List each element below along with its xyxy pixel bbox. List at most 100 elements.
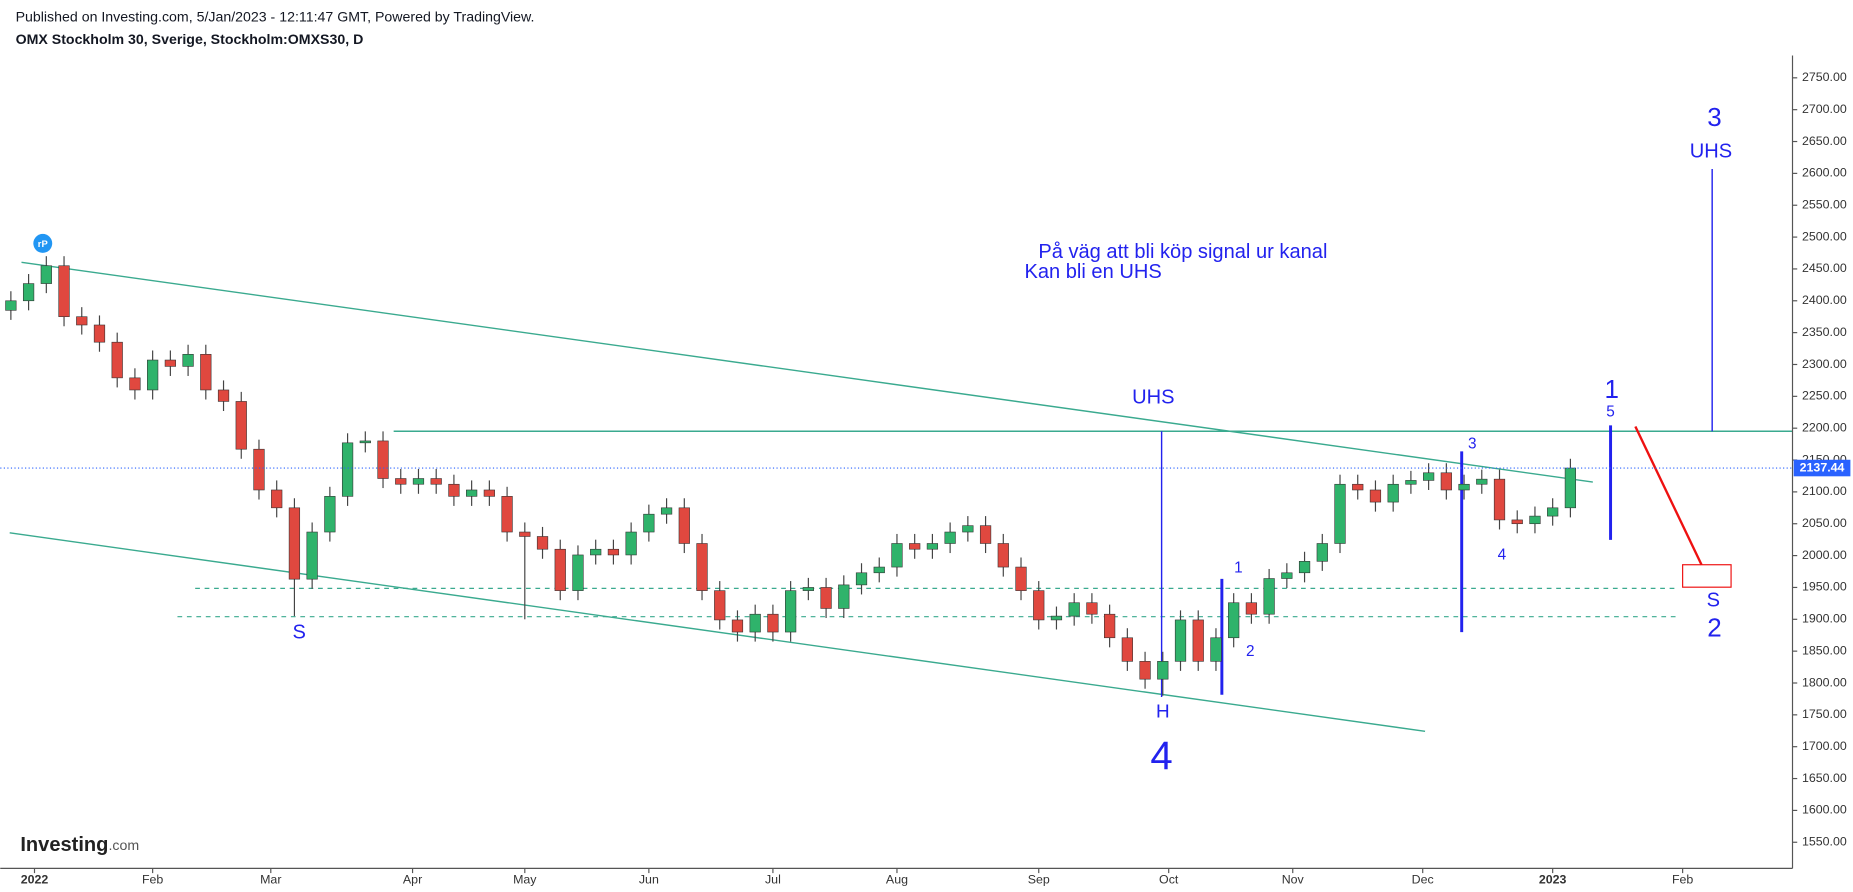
y-tick-label: 2050.00: [1802, 516, 1847, 530]
y-tick-label: 1800.00: [1802, 675, 1847, 689]
x-tick-label: Feb: [1672, 872, 1693, 886]
candle-body: [749, 613, 761, 633]
candle-body: [909, 543, 921, 550]
candle-body: [1405, 480, 1417, 485]
x-tick-label: Oct: [1159, 872, 1179, 886]
candle-body: [1352, 483, 1364, 491]
x-tick-label: Sep: [1028, 872, 1050, 886]
x-tick-label: May: [513, 872, 537, 886]
icon: [33, 233, 53, 253]
candle-body: [1157, 661, 1169, 680]
annotation: S: [1707, 590, 1720, 612]
candle-body: [1458, 483, 1470, 491]
target-box: [1682, 564, 1732, 588]
icon-label: rP: [38, 239, 48, 250]
candle-body: [536, 536, 549, 550]
y-tick-label: 1600.00: [1802, 803, 1847, 817]
candle-body: [93, 324, 106, 343]
candle-body: [519, 531, 531, 537]
y-tick-label: 1850.00: [1802, 643, 1847, 657]
candle-body: [607, 548, 620, 556]
annotation: 4: [1498, 546, 1507, 563]
y-tick-label: 2750.00: [1802, 70, 1847, 84]
annotation: 2: [1246, 643, 1255, 660]
drawings: [9, 168, 1793, 733]
candle-body: [359, 440, 371, 444]
candle-body: [1564, 467, 1577, 509]
channel-lower: [9, 532, 1426, 733]
candle-body: [625, 531, 637, 556]
candle-body: [40, 265, 52, 284]
candle-body: [1121, 637, 1133, 662]
candle-body: [22, 283, 35, 302]
y-tick-label: 2250.00: [1802, 389, 1847, 403]
y-tick-label: 1650.00: [1802, 771, 1847, 785]
candle-body: [1174, 619, 1187, 662]
y-tick-label: 2400.00: [1802, 293, 1847, 307]
y-tick-label: 2300.00: [1802, 357, 1847, 371]
annotation: 2: [1707, 613, 1721, 643]
last-price-label: 2137.44: [1800, 460, 1845, 474]
annotation: Kan bli en UHS: [1024, 261, 1161, 283]
y-tick-label: 2450.00: [1802, 261, 1847, 275]
candle-body: [820, 587, 832, 609]
red-arrow-line: [1634, 425, 1703, 566]
x-tick-label: Apr: [403, 872, 422, 886]
candle-body: [554, 548, 566, 591]
candle-body: [129, 377, 141, 391]
candle-body: [891, 543, 903, 568]
x-tick-label: Aug: [886, 872, 908, 886]
y-tick-label: 1750.00: [1802, 707, 1847, 721]
candle-body: [1547, 507, 1559, 517]
candle-body: [483, 489, 495, 497]
last-price-tag: [1793, 459, 1851, 477]
x-tick-label: Mar: [260, 872, 281, 886]
channel-upper: [21, 261, 1593, 483]
candle-body: [696, 543, 708, 591]
x-tick-label: Feb: [142, 872, 163, 886]
annotation: H: [1156, 701, 1170, 722]
y-tick-label: 1900.00: [1802, 612, 1847, 626]
candle-body: [1529, 515, 1541, 525]
y-tick-label: 2700.00: [1802, 102, 1847, 116]
candle-body: [147, 359, 159, 391]
candle-body: [590, 548, 602, 556]
x-tick-label: 2022: [21, 872, 49, 886]
y-tick-label: 2500.00: [1802, 229, 1847, 243]
x-tick-label: Jun: [639, 872, 659, 886]
annotation: På väg att bli köp signal ur kanal: [1038, 241, 1327, 263]
candle-body: [5, 300, 17, 311]
candle-body: [271, 489, 283, 509]
candle-body: [235, 401, 247, 450]
x-tick-label: Jul: [765, 872, 781, 886]
candle-body: [111, 341, 123, 379]
candle-body: [979, 525, 992, 544]
candle-body: [838, 584, 850, 609]
candle-body: [341, 442, 354, 497]
candle-body: [217, 389, 230, 402]
candle-body: [1228, 602, 1240, 639]
candle-body: [501, 496, 513, 533]
candle-body: [572, 554, 584, 591]
candle-body: [1263, 578, 1275, 615]
candle-body: [1210, 637, 1222, 662]
plot: [0, 256, 1793, 696]
candle-body: [395, 478, 407, 485]
candle-body: [1387, 483, 1399, 503]
candle-body: [1139, 661, 1151, 680]
y-tick-label: 2350.00: [1802, 325, 1847, 339]
y-tick-label: 2100.00: [1802, 484, 1847, 498]
candle-body: [855, 572, 868, 586]
candle-body: [1068, 602, 1080, 617]
candle-body: [962, 525, 974, 533]
candle-body: [1033, 590, 1045, 621]
candle-body: [714, 590, 726, 621]
annotation: 1: [1234, 559, 1243, 576]
logo-name: Investing: [20, 834, 108, 856]
y-tick-label: 1950.00: [1802, 580, 1847, 594]
logo-suffix: .com: [108, 838, 139, 854]
candle-body: [430, 478, 442, 485]
candle-body: [306, 531, 318, 580]
annotation: 3: [1468, 435, 1477, 452]
annotation: 5: [1606, 403, 1615, 420]
